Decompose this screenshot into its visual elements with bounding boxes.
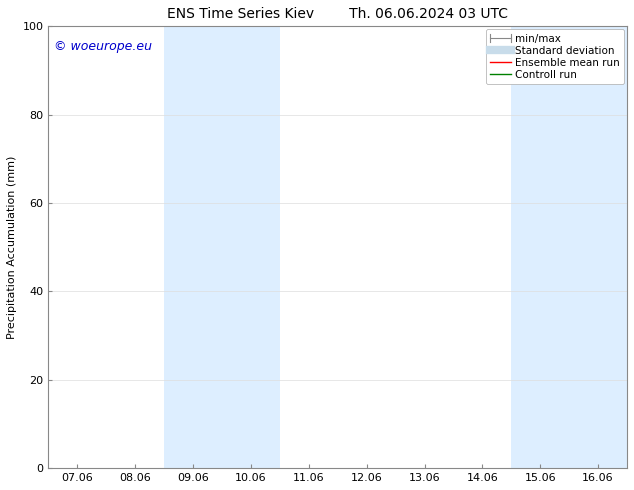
Y-axis label: Precipitation Accumulation (mm): Precipitation Accumulation (mm) — [7, 155, 17, 339]
Bar — [164, 26, 280, 468]
Bar — [511, 26, 627, 468]
Legend: min/max, Standard deviation, Ensemble mean run, Controll run: min/max, Standard deviation, Ensemble me… — [486, 29, 624, 84]
Text: © woeurope.eu: © woeurope.eu — [54, 40, 152, 52]
Title: ENS Time Series Kiev        Th. 06.06.2024 03 UTC: ENS Time Series Kiev Th. 06.06.2024 03 U… — [167, 7, 508, 21]
